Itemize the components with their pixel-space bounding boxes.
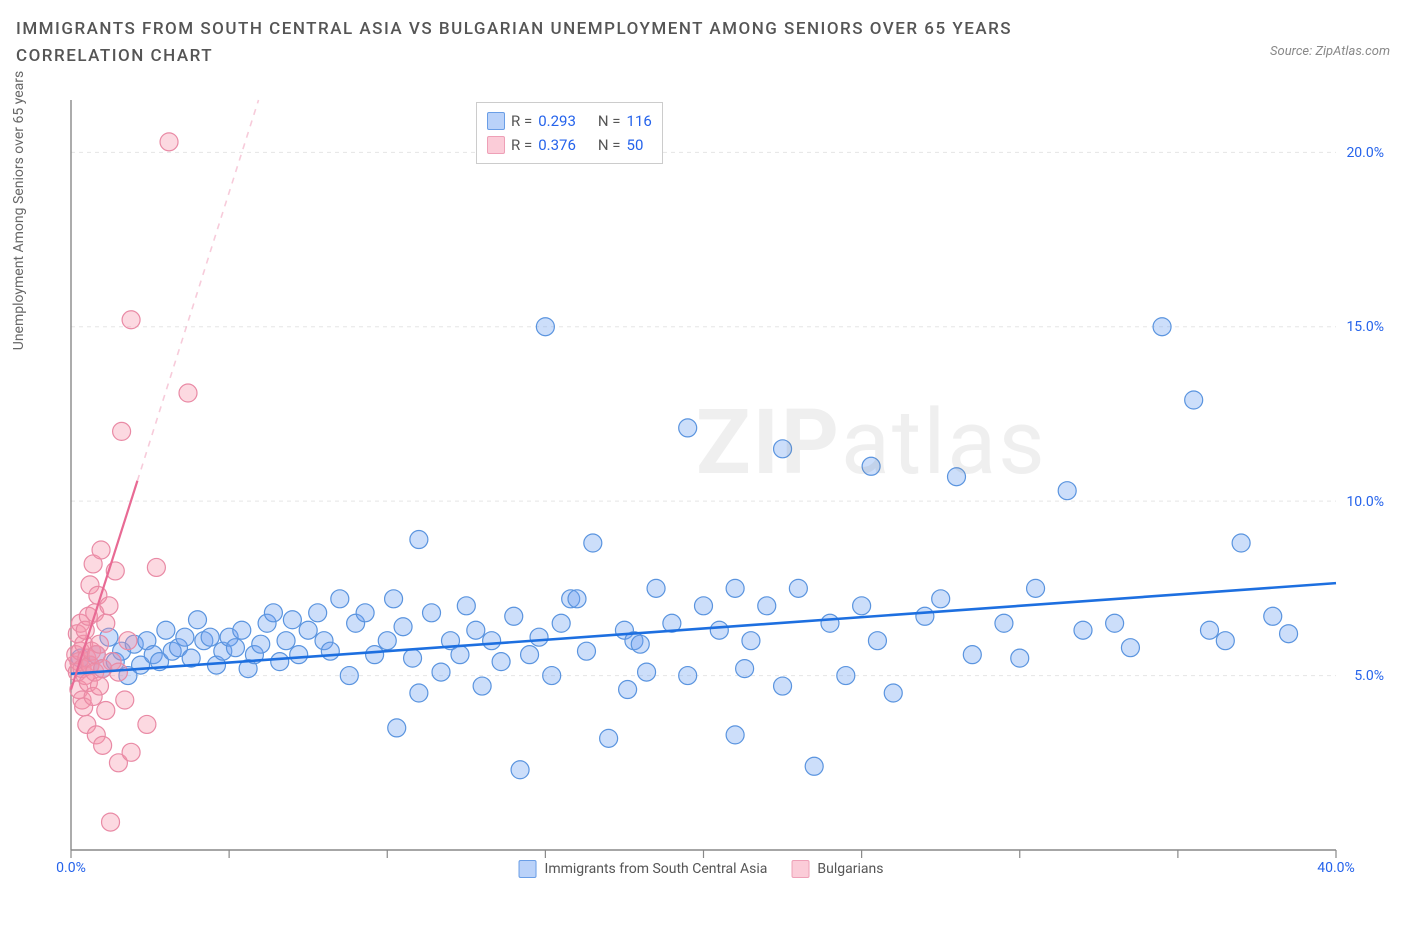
stat-n-value: 116: [627, 109, 652, 133]
legend-swatch: [519, 860, 537, 878]
legend-label: Immigrants from South Central Asia: [545, 861, 768, 877]
stat-r-value: 0.293: [538, 109, 576, 133]
scatter-chart: [16, 80, 1386, 900]
y-axis-label: Unemployment Among Seniors over 65 years: [11, 71, 27, 351]
source-prefix: Source:: [1270, 44, 1315, 59]
series-swatch: [487, 112, 505, 130]
chart-source: Source: ZipAtlas.com: [1270, 44, 1390, 59]
legend-label: Bulgarians: [817, 861, 883, 877]
legend-item: Immigrants from South Central Asia: [519, 860, 768, 878]
chart-container: Unemployment Among Seniors over 65 years…: [16, 80, 1386, 900]
stats-row: R = 0.376 N = 50: [487, 133, 652, 157]
y-tick-label: 15.0%: [1346, 319, 1384, 335]
y-tick-label: 5.0%: [1354, 668, 1384, 684]
stat-r-label: R =: [511, 133, 532, 157]
stat-r-value: 0.376: [538, 133, 576, 157]
series-swatch: [487, 136, 505, 154]
stat-n-label: N =: [598, 109, 621, 133]
chart-legend: Immigrants from South Central Asia Bulgar…: [519, 860, 884, 878]
stats-row: R = 0.293 N = 116: [487, 109, 652, 133]
stat-n-label: N =: [598, 133, 621, 157]
y-tick-label: 20.0%: [1346, 145, 1384, 161]
source-name: ZipAtlas.com: [1315, 44, 1390, 59]
stat-r-label: R =: [511, 109, 532, 133]
chart-header: IMMIGRANTS FROM SOUTH CENTRAL ASIA VS BU…: [16, 16, 1390, 70]
stats-box: R = 0.293 N = 116 R = 0.376 N = 50: [476, 102, 663, 164]
y-tick-label: 10.0%: [1346, 494, 1384, 510]
stat-n-value: 50: [627, 133, 644, 157]
chart-title: IMMIGRANTS FROM SOUTH CENTRAL ASIA VS BU…: [16, 16, 1116, 70]
legend-swatch: [791, 860, 809, 878]
legend-item: Bulgarians: [791, 860, 883, 878]
x-tick-label: 0.0%: [56, 860, 86, 876]
x-tick-label: 40.0%: [1317, 860, 1355, 876]
